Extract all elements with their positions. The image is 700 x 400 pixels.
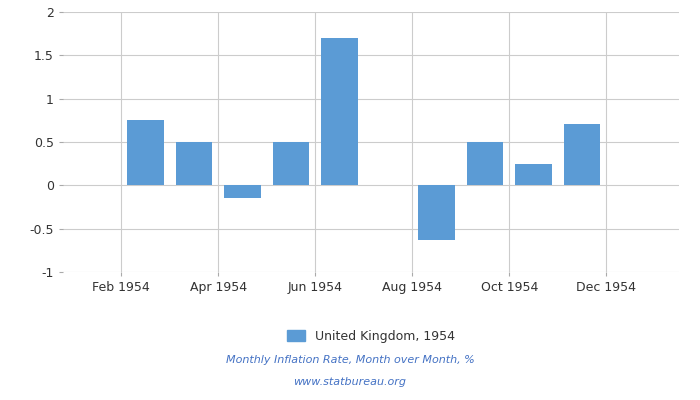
Bar [321, 38, 358, 185]
Bar [515, 164, 552, 185]
Bar [127, 120, 164, 185]
Bar [419, 185, 455, 240]
Text: Monthly Inflation Rate, Month over Month, %: Monthly Inflation Rate, Month over Month… [225, 355, 475, 365]
Bar [564, 124, 600, 185]
Bar [273, 142, 309, 185]
Bar [176, 142, 212, 185]
Legend: United Kingdom, 1954: United Kingdom, 1954 [281, 325, 461, 348]
Bar [467, 142, 503, 185]
Bar [224, 185, 260, 198]
Text: www.statbureau.org: www.statbureau.org [293, 377, 407, 387]
